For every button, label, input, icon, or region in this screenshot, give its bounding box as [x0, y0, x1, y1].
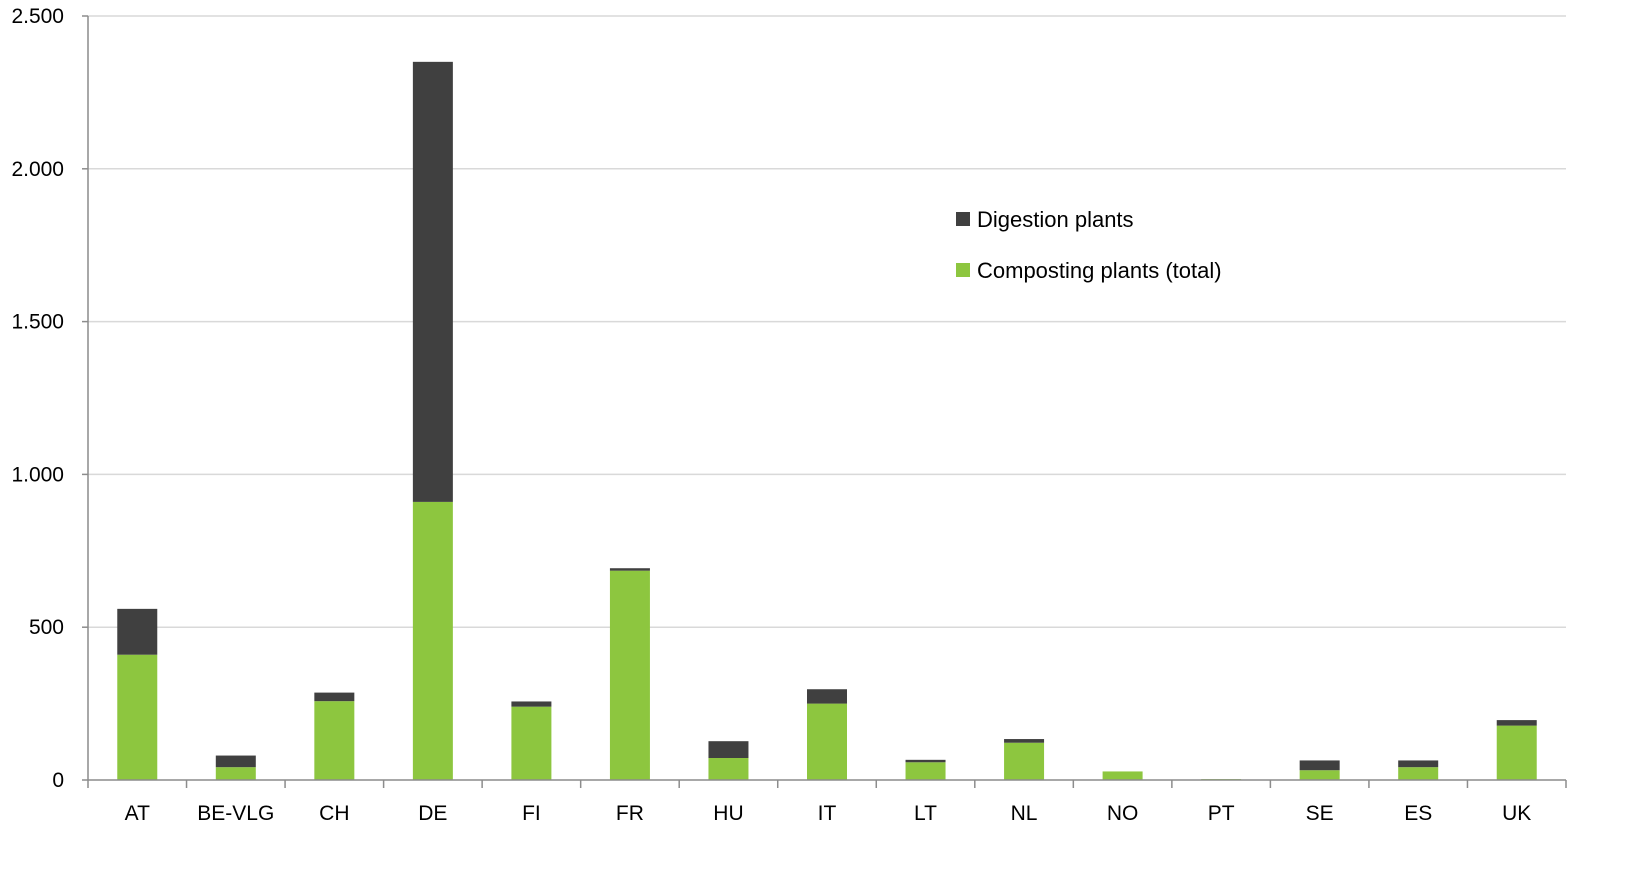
y-tick-label: 2.000 [11, 158, 64, 181]
gridlines [88, 15, 1566, 628]
y-tick-label: 2.500 [11, 5, 64, 28]
y-tick-label: 1.000 [11, 463, 64, 486]
bar-no-composting [1102, 771, 1143, 780]
bar-uk-composting [1496, 725, 1537, 780]
y-tick-label: 0 [52, 769, 64, 792]
bar-lt-composting [905, 762, 946, 780]
bar-be-vlg-composting [215, 767, 256, 780]
x-tick-label: FI [522, 802, 541, 825]
x-tick-label: AT [125, 802, 150, 825]
x-tick-label: BE-VLG [197, 802, 274, 825]
x-tick-label: ES [1404, 802, 1432, 825]
bar-fi-composting [511, 706, 552, 780]
y-tick-labels: 0 500 1.000 1.500 2.000 2.500 [11, 5, 64, 792]
x-tick-label: DE [418, 802, 447, 825]
x-tick-label: IT [818, 802, 837, 825]
x-tick-label: NO [1107, 802, 1139, 825]
legend-swatch [956, 263, 970, 277]
bar-it-digestion [807, 689, 847, 704]
bar-fr-composting [609, 570, 650, 780]
x-tick-label: LT [914, 802, 937, 825]
bar-hu-digestion [708, 741, 749, 758]
x-tick-label: FR [616, 802, 644, 825]
bar-uk-digestion [1496, 720, 1537, 726]
x-tick-label: SE [1306, 802, 1334, 825]
x-tick-label: HU [713, 802, 743, 825]
bar-fr-digestion [609, 568, 650, 571]
x-tick-label: PT [1208, 802, 1235, 825]
bar-es-composting [1398, 767, 1439, 780]
bar-ch-digestion [314, 692, 355, 702]
legend: Digestion plants Composting plants (total… [956, 207, 1222, 283]
y-tick-label: 1.500 [11, 311, 64, 334]
bar-de-composting [412, 501, 453, 780]
bar-be-vlg-digestion [215, 755, 256, 768]
bar-fi-digestion [511, 701, 552, 707]
legend-label: Digestion plants [977, 207, 1134, 232]
x-tick-label: NL [1011, 802, 1038, 825]
bar-nl-digestion [1004, 739, 1045, 743]
legend-label: Composting plants (total) [977, 258, 1222, 283]
legend-swatch [956, 212, 970, 226]
axes [82, 15, 1567, 788]
x-tick-labels: AT BE-VLG CH DE FI FR HU IT LT NL NO PT SE ES UK [125, 802, 1532, 825]
bar-ch-composting [314, 701, 355, 780]
bar-it-composting [807, 703, 847, 780]
bar-de-digestion [412, 61, 453, 502]
bar-se-composting [1299, 770, 1340, 780]
bars [117, 61, 1537, 780]
y-tick-label: 500 [29, 616, 64, 639]
bar-se-digestion [1299, 760, 1340, 771]
bar-hu-composting [708, 757, 749, 780]
bar-at-digestion [117, 608, 158, 655]
bar-at-composting [117, 654, 158, 780]
x-tick-label: CH [319, 802, 349, 825]
bar-nl-composting [1004, 742, 1045, 780]
bar-es-digestion [1398, 760, 1439, 768]
x-tick-label: UK [1502, 802, 1531, 825]
bar-lt-digestion [905, 759, 946, 763]
